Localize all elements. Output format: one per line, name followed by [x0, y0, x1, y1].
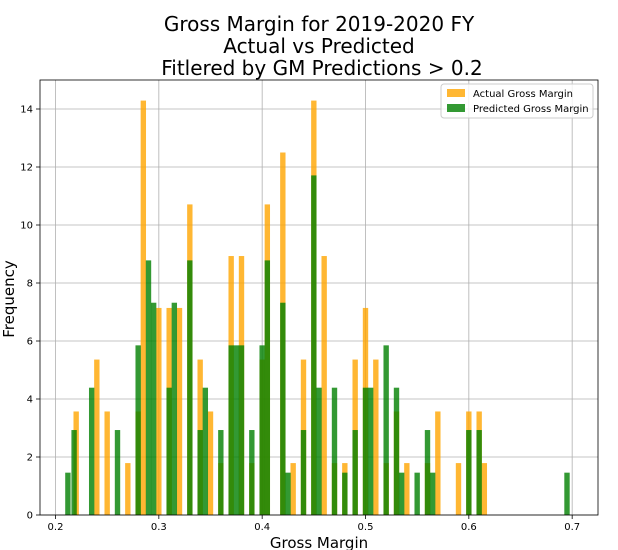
legend-swatch-predicted [447, 104, 465, 112]
bar-predicted-4 [135, 345, 141, 515]
y-tick-label-1: 2 [27, 453, 33, 464]
bars [65, 100, 570, 515]
bar-predicted-22 [311, 175, 317, 515]
y-tick-label-2: 4 [27, 395, 33, 406]
bar-predicted-19 [280, 302, 286, 515]
y-tick-label-6: 12 [20, 163, 33, 174]
bar-actual-1 [94, 359, 100, 515]
bar-predicted-1 [71, 430, 77, 515]
bar-predicted-28 [367, 387, 374, 515]
bar-predicted-20 [285, 472, 291, 515]
bar-actual-3 [125, 463, 131, 515]
x-tick-label-0: 0.2 [48, 522, 64, 533]
bar-predicted-12 [218, 430, 224, 515]
bar-actual-33 [455, 463, 462, 515]
bar-predicted-18 [264, 260, 271, 515]
bar-predicted-5 [145, 260, 152, 515]
bar-predicted-34 [429, 472, 436, 515]
bar-actual-19 [290, 463, 296, 515]
x-tick-label-3: 0.5 [358, 522, 374, 533]
chart-title-line-3: Fitlered by GM Predictions > 0.2 [161, 56, 483, 80]
legend-frame [440, 83, 594, 119]
bar-predicted-33 [424, 430, 431, 515]
bar-predicted-9 [187, 260, 193, 515]
bar-predicted-30 [393, 387, 400, 515]
bar-actual-30 [404, 463, 410, 515]
bar-predicted-10 [197, 430, 203, 515]
bar-predicted-25 [342, 472, 348, 515]
chart-title-line-1: Gross Margin for 2019-2020 FY [164, 12, 475, 36]
bar-predicted-6 [150, 302, 157, 515]
y-tick-label-4: 8 [27, 279, 33, 290]
bar-predicted-21 [300, 430, 307, 515]
bar-predicted-31 [398, 472, 405, 515]
bar-predicted-36 [476, 430, 482, 515]
axis-ticks: 0.2 0.3 0.4 0.5 0.6 0.7 0 2 4 6 8 10 12 14 [20, 105, 580, 534]
bar-predicted-17 [259, 345, 265, 515]
y-tick-label-0: 0 [27, 511, 33, 522]
bar-actual-11 [207, 411, 214, 515]
bar-predicted-27 [362, 387, 369, 515]
bar-predicted-29 [383, 345, 389, 515]
bar-predicted-15 [238, 345, 245, 515]
y-tick-label-5: 10 [20, 221, 33, 232]
bar-actual-22 [321, 256, 327, 515]
bar-predicted-16 [249, 430, 255, 515]
chart-title-line-2: Actual vs Predicted [223, 34, 415, 58]
bar-predicted-35 [466, 430, 472, 515]
bar-predicted-8 [171, 302, 178, 515]
x-tick-label-1: 0.3 [151, 522, 167, 533]
y-tick-label-7: 14 [20, 105, 33, 116]
bar-actual-5 [140, 100, 147, 515]
legend-swatch-actual [447, 89, 465, 97]
bar-predicted-37 [564, 472, 570, 515]
bar-actual-32 [435, 411, 441, 515]
bar-actual-27 [373, 359, 379, 515]
y-tick-label-3: 6 [27, 337, 33, 348]
plot-area-frame [39, 79, 599, 516]
bar-predicted-23 [316, 387, 322, 515]
bar-predicted-26 [352, 430, 358, 515]
bar-predicted-32 [414, 472, 420, 515]
bar-predicted-2 [88, 387, 95, 515]
x-tick-label-2: 0.4 [254, 522, 270, 533]
x-tick-label-5: 0.7 [564, 522, 580, 533]
bar-predicted-14 [233, 345, 240, 515]
x-axis-label: Gross Margin [270, 534, 368, 550]
bar-predicted-0 [65, 472, 71, 515]
bar-predicted-24 [331, 387, 338, 515]
bar-predicted-7 [166, 387, 172, 515]
legend-label-actual: Actual Gross Margin [473, 89, 573, 100]
bar-predicted-3 [114, 430, 121, 515]
bar-actual-6 [156, 307, 162, 515]
bar-actual-8 [176, 307, 183, 515]
legend: Actual Gross Margin Predicted Gross Marg… [440, 83, 594, 119]
legend-label-predicted: Predicted Gross Margin [473, 104, 589, 115]
x-tick-label-4: 0.6 [461, 522, 477, 533]
y-axis-label: Frequency [0, 260, 18, 338]
bar-predicted-13 [228, 345, 234, 515]
bar-actual-36 [481, 463, 488, 515]
bar-predicted-11 [202, 387, 209, 515]
bar-actual-2 [104, 411, 110, 515]
